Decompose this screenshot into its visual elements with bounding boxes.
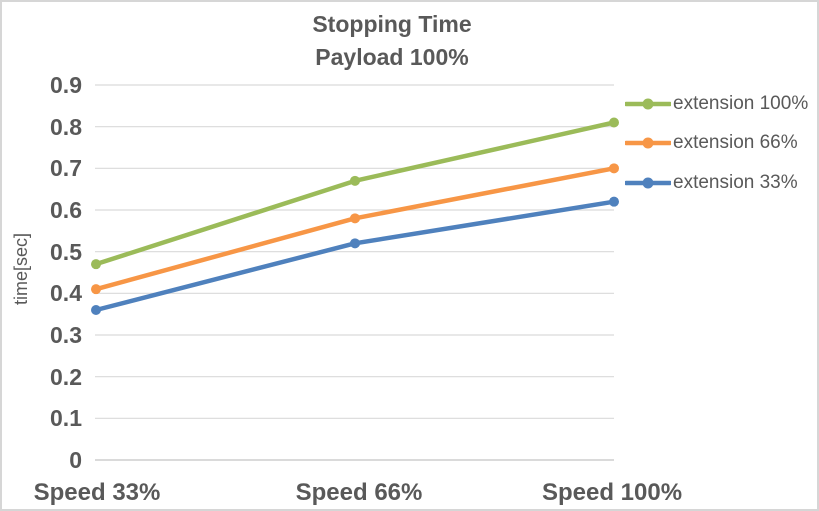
data-point-marker [609, 196, 619, 207]
y-tick-label-0.3: 0.3 [50, 322, 82, 348]
y-tick-label-0.9: 0.9 [50, 72, 82, 98]
legend-label: extension 33% [673, 172, 798, 193]
x-category-label-speed-33: Speed 33% [33, 479, 161, 506]
chart-title-line-2: Payload 100% [315, 44, 469, 70]
legend-item-extension-100: extension 100% [625, 91, 808, 117]
legend-line-marker-icon [625, 98, 671, 110]
data-point-marker [609, 117, 619, 128]
chart-title-line-1: Stopping Time [312, 11, 472, 37]
chart-title: Stopping Time Payload 100% [2, 8, 782, 74]
legend-label: extension 100% [673, 93, 809, 114]
y-tick-label-0.7: 0.7 [50, 155, 82, 181]
legend-label: extension 66% [673, 132, 798, 153]
x-category-label-speed-100: Speed 100% [541, 479, 683, 506]
y-tick-label-0.6: 0.6 [50, 197, 82, 223]
legend-item-extension-66: extension 66% [625, 130, 798, 156]
data-point-marker [91, 284, 101, 295]
y-tick-label-0: 0 [69, 447, 82, 473]
data-point-marker [91, 305, 101, 315]
data-point-marker [350, 213, 360, 224]
y-tick-label-0.8: 0.8 [50, 114, 82, 140]
y-tick-label-0.4: 0.4 [50, 280, 82, 306]
y-tick-label-0.1: 0.1 [50, 405, 82, 431]
data-point-marker [609, 163, 619, 174]
y-tick-label-0.2: 0.2 [50, 364, 82, 390]
data-point-marker [91, 259, 101, 270]
legend-line-marker-icon [625, 137, 671, 149]
x-category-label-speed-66: Speed 66% [295, 479, 423, 506]
data-point-marker [350, 175, 360, 186]
data-point-marker [350, 238, 360, 249]
legend-line-marker-icon [625, 177, 671, 189]
series-line-extension-66- [93, 166, 617, 292]
y-tick-label-0.5: 0.5 [50, 239, 82, 265]
legend-item-extension-33: extension 33% [625, 170, 798, 196]
